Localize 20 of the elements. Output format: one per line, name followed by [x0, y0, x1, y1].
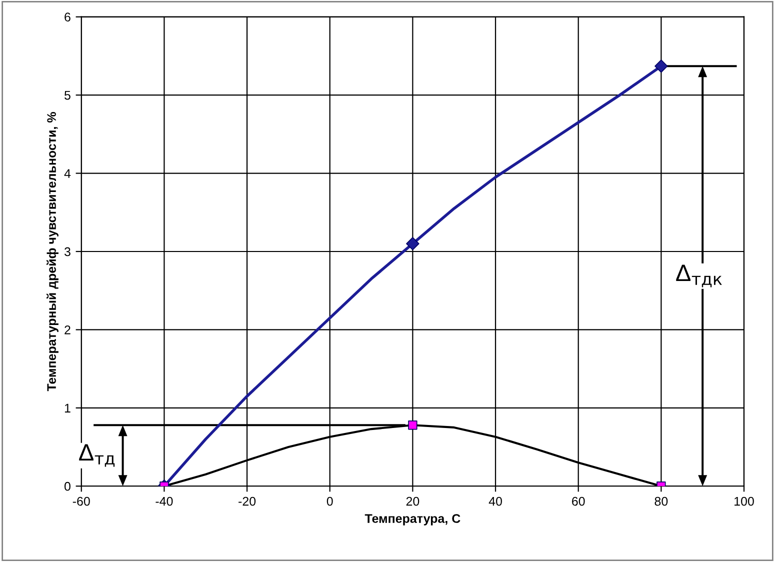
x-tick-label: -40 — [156, 496, 173, 506]
annotation: Δ$_{тд}$ — [79, 444, 115, 467]
y-tick-label: 1 — [64, 404, 70, 412]
x-tick-label: 60 — [572, 496, 585, 506]
y-tick-label: 2 — [64, 326, 70, 334]
annotation: Δ$_{тдк}$ — [676, 264, 722, 288]
y-tick-label: 5 — [64, 91, 70, 100]
x-tick-label: 80 — [654, 496, 668, 506]
y-tick-label: 6 — [64, 12, 70, 22]
y-tick-label: 0 — [64, 482, 70, 491]
y-tick-label: 3 — [64, 247, 70, 256]
x-tick-label: 40 — [488, 496, 502, 506]
x-tick-label: -20 — [238, 496, 256, 506]
x-tick-label: 100 — [734, 496, 754, 506]
y-axis-title: Температурный дрейф чувствительности, % — [46, 112, 58, 392]
x-tick-label: 20 — [406, 496, 420, 506]
x-tick-label: -60 — [72, 496, 90, 506]
x-tick-label: 0 — [326, 496, 333, 506]
x-axis-title: Температура, С — [364, 514, 460, 526]
y-tick-label: 4 — [64, 169, 71, 178]
